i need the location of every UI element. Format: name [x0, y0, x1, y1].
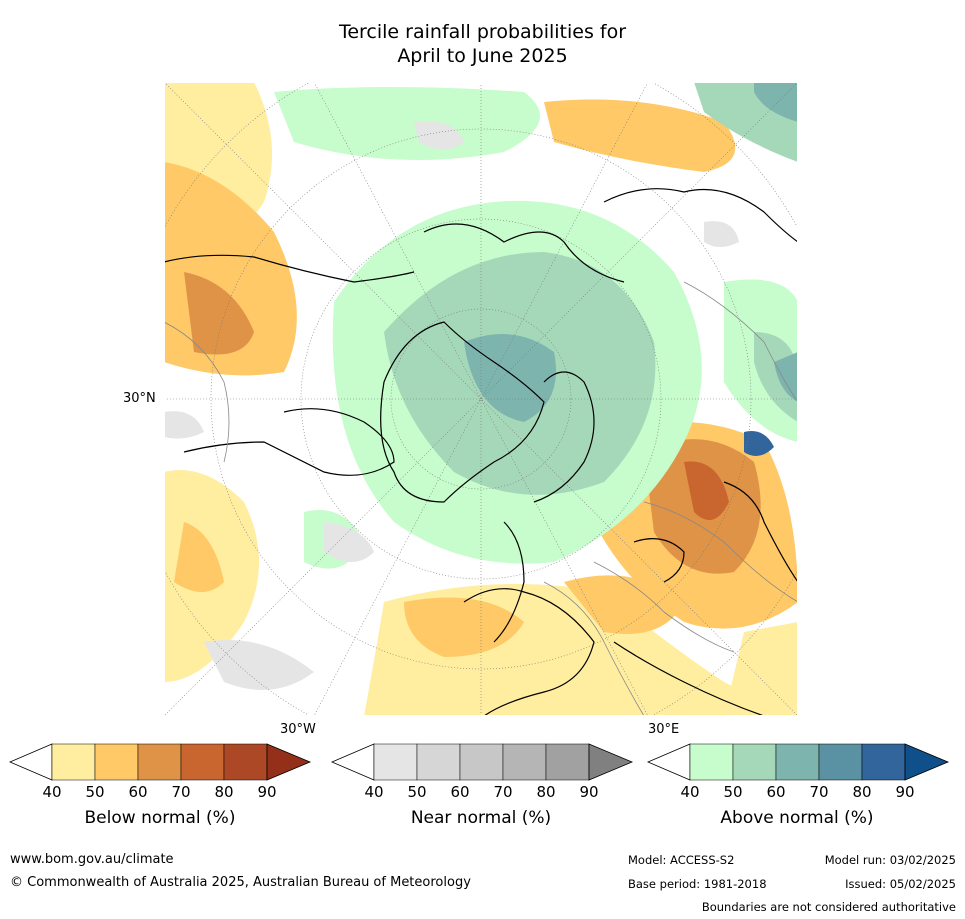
chart-title: Tercile rainfall probabilities for April…: [0, 20, 965, 68]
title-line-1: Tercile rainfall probabilities for: [338, 21, 627, 43]
tick: 80: [214, 783, 234, 801]
copyright-text: © Commonwealth of Australia 2025, Austra…: [10, 875, 471, 890]
lat-label-30n: 30°N: [123, 391, 156, 406]
below-colorbar-min-arrow: [8, 743, 53, 781]
tick: 70: [171, 783, 191, 801]
coastlines: [164, 188, 798, 716]
map-svg: [164, 82, 798, 716]
tick: 60: [766, 783, 786, 801]
near-normal-regions: [164, 121, 739, 690]
tick: 60: [450, 783, 470, 801]
tick: 80: [852, 783, 872, 801]
disclaimer-text: Boundaries are not considered authoritat…: [701, 900, 956, 914]
near-normal-colorbar: [330, 743, 634, 781]
map-frame: [164, 82, 798, 716]
tick: 50: [723, 783, 743, 801]
below-normal-label: Below normal (%): [84, 808, 236, 828]
model-text: Model: ACCESS-S2: [628, 853, 735, 867]
tick: 40: [680, 783, 700, 801]
above-normal-label: Above normal (%): [720, 808, 874, 828]
tick: 70: [809, 783, 829, 801]
base-period-text: Base period: 1981-2018: [628, 877, 767, 891]
tick: 90: [257, 783, 277, 801]
tick: 90: [895, 783, 915, 801]
website-link[interactable]: www.bom.gov.au/climate: [10, 852, 174, 867]
graticule: [164, 82, 798, 716]
title-line-2: April to June 2025: [397, 45, 568, 67]
tick: 50: [407, 783, 427, 801]
tick: 70: [493, 783, 513, 801]
near-normal-label: Near normal (%): [410, 808, 552, 828]
lon-label-30e: 30°E: [648, 722, 680, 737]
polar-map: [164, 82, 798, 716]
below-normal-colorbar: [8, 743, 312, 781]
above-normal-colorbar: [646, 743, 950, 781]
country-boundaries: [164, 281, 798, 716]
above-normal-regions: [274, 82, 798, 569]
tick: 80: [536, 783, 556, 801]
tick: 40: [42, 783, 62, 801]
issued-text: Issued: 05/02/2025: [845, 877, 956, 891]
below-colorbar-max-arrow: [266, 743, 312, 781]
tick: 40: [364, 783, 384, 801]
tick: 90: [579, 783, 599, 801]
tick: 50: [85, 783, 105, 801]
tick: 60: [128, 783, 148, 801]
lon-label-30w: 30°W: [280, 722, 316, 737]
model-run-text: Model run: 03/02/2025: [824, 853, 956, 867]
